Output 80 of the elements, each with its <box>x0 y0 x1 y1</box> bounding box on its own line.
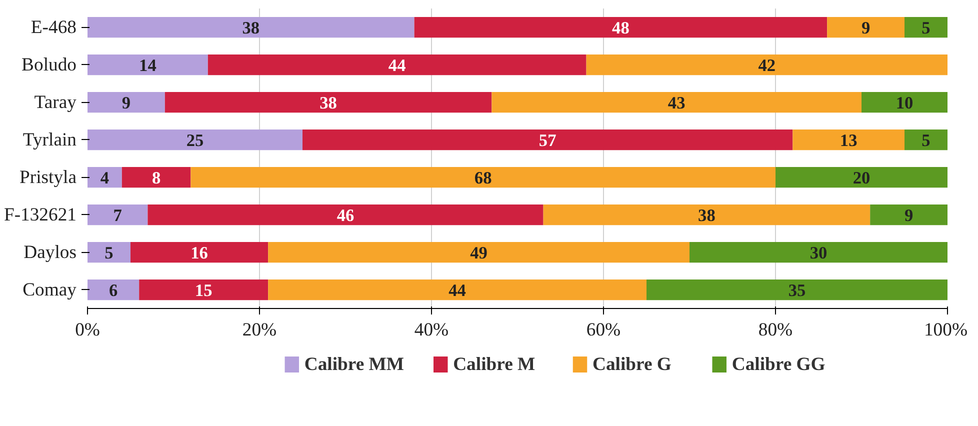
data-label: 35 <box>788 280 806 300</box>
data-label: 68 <box>474 168 492 188</box>
data-label: 4 <box>100 168 110 188</box>
data-label: 5 <box>104 243 114 262</box>
y-tick-label: Tyrlain <box>22 129 78 150</box>
bar <box>88 92 165 113</box>
x-tick-label: 100% <box>924 320 968 340</box>
legend-label: Calibre GG <box>732 354 826 375</box>
bar <box>208 54 586 76</box>
y-tick-label: Taray <box>34 92 78 113</box>
bar <box>88 204 148 226</box>
data-label: 14 <box>139 56 157 75</box>
data-label: 46 <box>336 206 354 225</box>
bar <box>904 16 948 38</box>
bar <box>88 54 208 76</box>
data-label: 57 <box>538 130 557 150</box>
bar <box>164 92 492 113</box>
x-tick-label: 80% <box>758 320 793 340</box>
y-tick-label: Boludo <box>22 54 77 76</box>
data-label: 20 <box>852 168 870 188</box>
data-label: 30 <box>810 243 828 262</box>
bar <box>776 166 948 188</box>
y-tick-label: Comay <box>22 279 78 300</box>
bar <box>862 92 948 113</box>
bar <box>122 166 191 188</box>
bar <box>88 279 140 300</box>
y-tick-label: Pristyla <box>19 166 78 188</box>
data-label: 7 <box>113 206 122 225</box>
x-tick-label: 0% <box>75 320 100 340</box>
y-tick-label: F-132621 <box>4 204 77 226</box>
legend-label: Calibre M <box>453 354 536 375</box>
data-label: 44 <box>388 56 406 75</box>
data-label: 43 <box>668 93 686 112</box>
bar <box>690 242 948 263</box>
data-label: 10 <box>896 93 914 112</box>
bar <box>88 129 302 150</box>
bar <box>870 204 948 226</box>
data-label: 38 <box>242 18 260 38</box>
bar <box>586 54 948 76</box>
data-label: 9 <box>904 206 914 225</box>
bar <box>148 204 544 226</box>
data-label: 42 <box>758 56 776 75</box>
bar <box>268 242 690 263</box>
y-tick-label: Daylos <box>24 242 77 263</box>
data-label: 9 <box>122 93 131 112</box>
bar <box>792 129 904 150</box>
legend-label: Calibre MM <box>304 354 404 375</box>
data-label: 9 <box>861 18 870 38</box>
bar <box>414 16 828 38</box>
bar <box>130 242 268 263</box>
bar <box>88 16 414 38</box>
data-label: 16 <box>190 243 208 262</box>
bar <box>88 166 122 188</box>
data-label: 15 <box>194 280 213 300</box>
bar <box>302 129 793 150</box>
y-tick-label: E-468 <box>30 16 76 38</box>
bar <box>268 279 646 300</box>
data-label: 6 <box>108 280 118 300</box>
bar <box>492 92 862 113</box>
data-label: 44 <box>448 280 466 300</box>
bar <box>904 129 948 150</box>
data-label: 38 <box>698 206 716 225</box>
data-label: 48 <box>612 18 630 38</box>
bar <box>88 242 130 263</box>
bar <box>139 279 268 300</box>
bar <box>646 279 948 300</box>
x-tick-label: 20% <box>242 320 277 340</box>
legend-label: Calibre G <box>592 354 672 375</box>
x-tick-label: 40% <box>414 320 449 340</box>
bar <box>190 166 776 188</box>
x-tick-label: 60% <box>586 320 621 340</box>
data-label: 8 <box>152 168 161 188</box>
bar <box>543 204 870 226</box>
data-label: 38 <box>320 93 338 112</box>
data-label: 25 <box>186 130 204 150</box>
data-label: 5 <box>922 18 931 38</box>
bar <box>827 16 904 38</box>
data-label: 13 <box>840 130 858 150</box>
data-label: 5 <box>922 130 931 150</box>
data-label: 49 <box>470 243 488 262</box>
